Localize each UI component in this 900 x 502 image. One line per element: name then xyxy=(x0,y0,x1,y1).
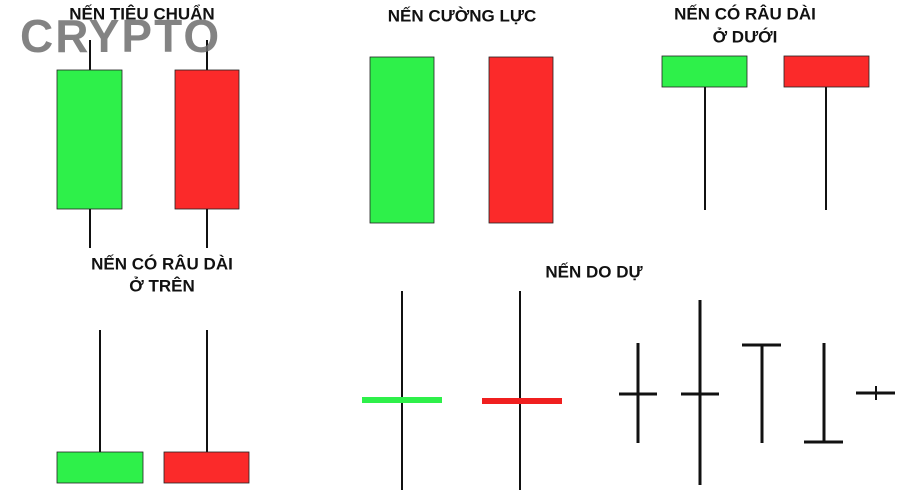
label: NẾN TIÊU CHUẨN xyxy=(69,4,214,23)
label: Ở DƯỚI xyxy=(713,27,778,46)
bear-candle xyxy=(488,56,554,224)
bull-candle xyxy=(369,56,435,224)
bull-candle xyxy=(56,451,144,484)
bear-candle xyxy=(163,451,250,484)
bull-candle xyxy=(661,55,748,88)
bear-candle xyxy=(174,69,240,210)
label: NẾN CÓ RÂU DÀI xyxy=(674,4,816,23)
bear-candle xyxy=(783,55,870,88)
doji-shapes xyxy=(619,300,895,485)
doji-body xyxy=(482,398,562,404)
bull-candle xyxy=(56,69,123,210)
label: NẾN DO DỰ xyxy=(545,262,643,281)
label: NẾN CƯỜNG LỰC xyxy=(388,6,536,25)
doji-body xyxy=(362,397,442,403)
label: NẾN CÓ RÂU DÀI xyxy=(91,254,233,273)
label: Ở TRÊN xyxy=(129,276,195,295)
watermark: CRYPTO xyxy=(20,10,221,62)
